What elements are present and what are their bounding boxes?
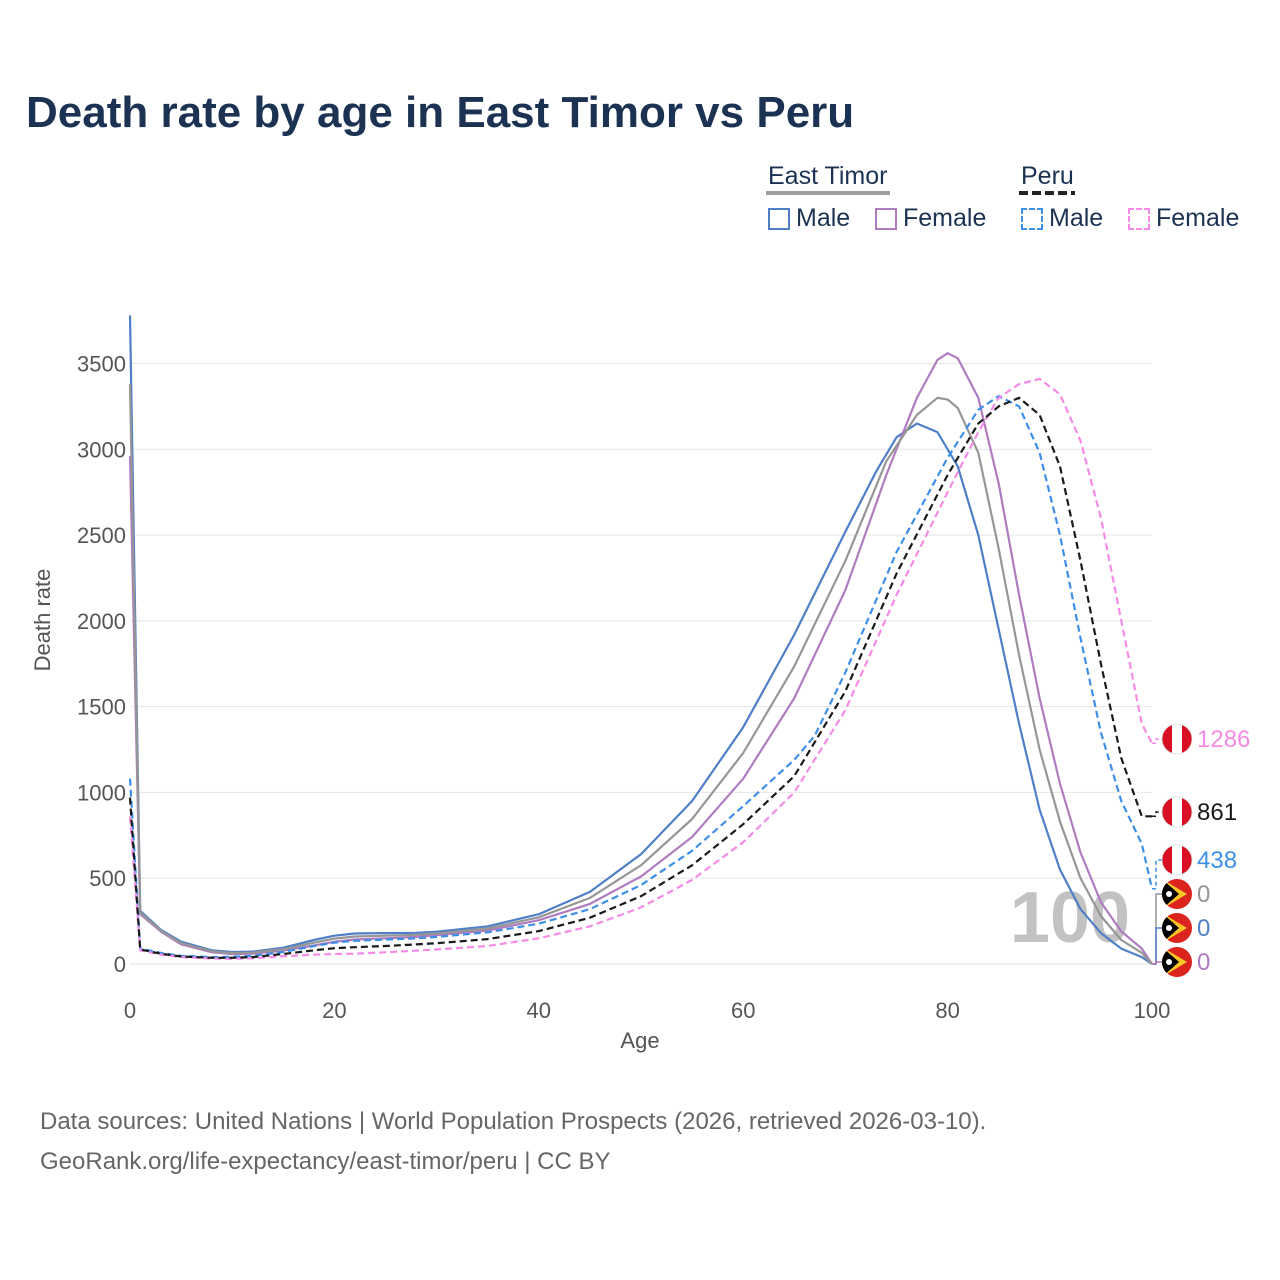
east-timor-flag-icon [1162, 913, 1192, 943]
x-tick-label: 60 [731, 998, 755, 1023]
legend-swatch [768, 207, 790, 230]
y-tick-label: 500 [89, 866, 126, 891]
legend-swatch [1128, 207, 1150, 230]
legend-label: Male [1049, 204, 1104, 232]
legend-underline-east-timor [766, 191, 890, 195]
chart-title: Death rate by age in East Timor vs Peru [26, 88, 855, 137]
legend-item-peru-male[interactable]: Male [1021, 204, 1103, 233]
series-line-east-timor-female[interactable] [128, 352, 1153, 965]
legend-group-east-timor: East Timor [768, 162, 888, 190]
legend-swatch [1021, 207, 1043, 230]
east-timor-flag-icon [1162, 947, 1192, 977]
end-leader [1152, 961, 1162, 965]
y-tick-label: 1500 [77, 695, 126, 720]
series-line-east-timor-total[interactable] [128, 384, 1153, 965]
legend-group-peru: Peru [1021, 162, 1074, 190]
year-watermark: 100 [1010, 878, 1130, 958]
y-tick-label: 1000 [77, 780, 126, 805]
legend-swatch [875, 207, 897, 230]
y-tick-label: 0 [114, 952, 126, 977]
legend-item-peru-female[interactable]: Female [1128, 204, 1239, 233]
x-tick-label: 80 [935, 998, 959, 1023]
series-line-peru-total[interactable] [128, 396, 1152, 959]
footer-sources: Data sources: United Nations | World Pop… [40, 1108, 987, 1135]
peru-flag-icon [1161, 796, 1193, 828]
series-line-peru-female[interactable] [128, 377, 1153, 960]
x-tick-label: 100 [1134, 998, 1171, 1023]
peru-flag-icon [1161, 844, 1193, 876]
end-leader [1152, 893, 1162, 965]
series-line-east-timor-male[interactable] [128, 315, 1153, 965]
y-tick-label: 2500 [77, 523, 126, 548]
y-tick-label: 3500 [77, 351, 126, 376]
footer-link[interactable]: GeoRank.org/life-expectancy/east-timor/p… [40, 1148, 611, 1175]
y-tick-label: 2000 [77, 609, 126, 634]
y-tick-label: 3000 [77, 437, 126, 462]
east-timor-flag-icon [1162, 879, 1192, 909]
end-value-label: 1286 [1197, 726, 1250, 753]
peru-flag-icon [1161, 723, 1193, 755]
series-lines [128, 315, 1154, 965]
end-leader [1152, 927, 1162, 965]
y-axis-title: Death rate [30, 569, 55, 672]
end-leader [1152, 811, 1162, 818]
legend-underline-peru [1019, 191, 1075, 195]
legend-label: Female [1156, 204, 1240, 232]
end-value-label: 438 [1197, 847, 1237, 874]
legend-item-east-timor-male[interactable]: Male [768, 204, 850, 233]
end-value-label: 861 [1197, 799, 1237, 826]
end-labels: 1286 861 438 0 0 0 [1152, 723, 1250, 977]
axes: 0 500 1000 1500 2000 2500 3000 3500 0 20 40 60 80 100 [77, 351, 1170, 1023]
end-value-label: 0 [1197, 915, 1210, 942]
series-line-peru-male[interactable] [128, 395, 1154, 959]
legend-item-east-timor-female[interactable]: Female [875, 204, 986, 233]
legend-label: Female [903, 204, 987, 232]
x-tick-label: 40 [527, 998, 551, 1023]
end-leader [1152, 859, 1162, 890]
legend-label: Male [796, 204, 851, 232]
end-value-label: 0 [1197, 949, 1210, 976]
gridlines [130, 362, 1152, 879]
x-tick-label: 0 [124, 998, 136, 1023]
end-value-label: 0 [1197, 881, 1210, 908]
end-leader [1152, 738, 1162, 745]
x-axis-title: Age [620, 1028, 659, 1053]
x-tick-label: 20 [322, 998, 346, 1023]
